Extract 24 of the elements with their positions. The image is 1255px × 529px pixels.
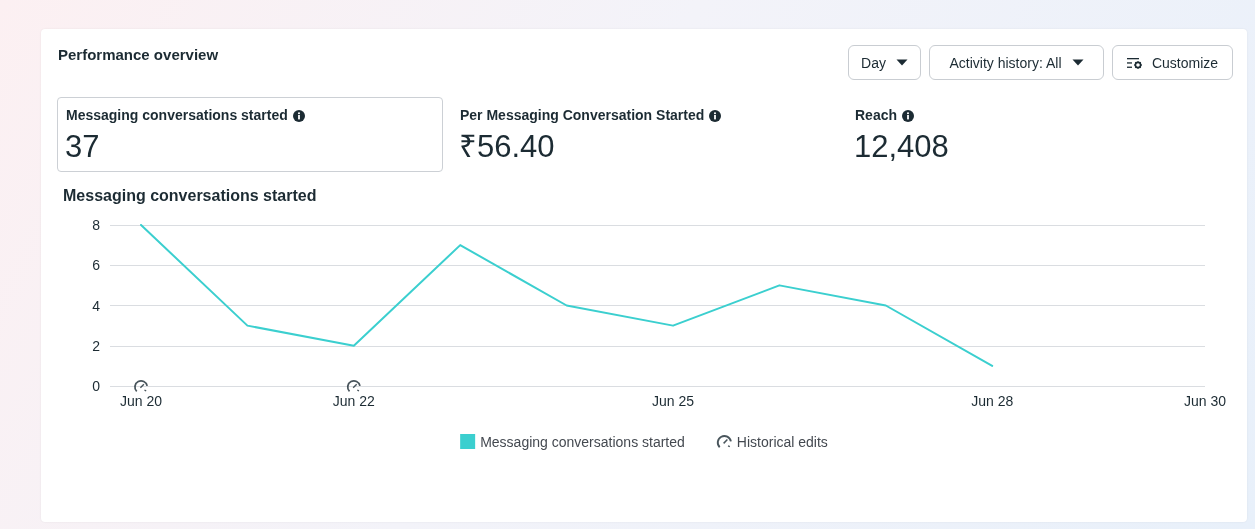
x-tick-label: Jun 20 (120, 393, 163, 409)
legend-label: Messaging conversations started (480, 433, 685, 450)
text: ₹56.40 (459, 129, 555, 164)
x-tick-label: Jun 30 (1183, 393, 1227, 409)
text: 12,408 (854, 129, 949, 164)
legend-label: Historical edits (736, 433, 828, 450)
y-tick-label: 4 (92, 297, 101, 314)
y-tick-label: 8 (92, 217, 101, 233)
y-tick-label: 6 (92, 257, 101, 274)
line-series (140, 224, 994, 367)
text: Performance overview (58, 46, 219, 64)
text: 37 (65, 129, 100, 164)
button: Customize (1112, 45, 1233, 80)
y-tick-label: 2 (92, 337, 101, 354)
y-tick-label: 0 (92, 378, 101, 394)
dropdown-button: Activity history: All (929, 45, 1104, 80)
text: Messaging conversations started (66, 107, 288, 124)
dropdown-button: Day (848, 45, 921, 80)
text: Reach (855, 107, 898, 124)
x-tick-label: Jun 25 (651, 393, 695, 409)
x-tick-label: Jun 22 (332, 393, 376, 409)
chart-title: Messaging conversations started (63, 186, 317, 204)
x-tick-label: Jun 28 (971, 393, 1014, 409)
text: Per Messaging Conversation Started (460, 107, 705, 124)
